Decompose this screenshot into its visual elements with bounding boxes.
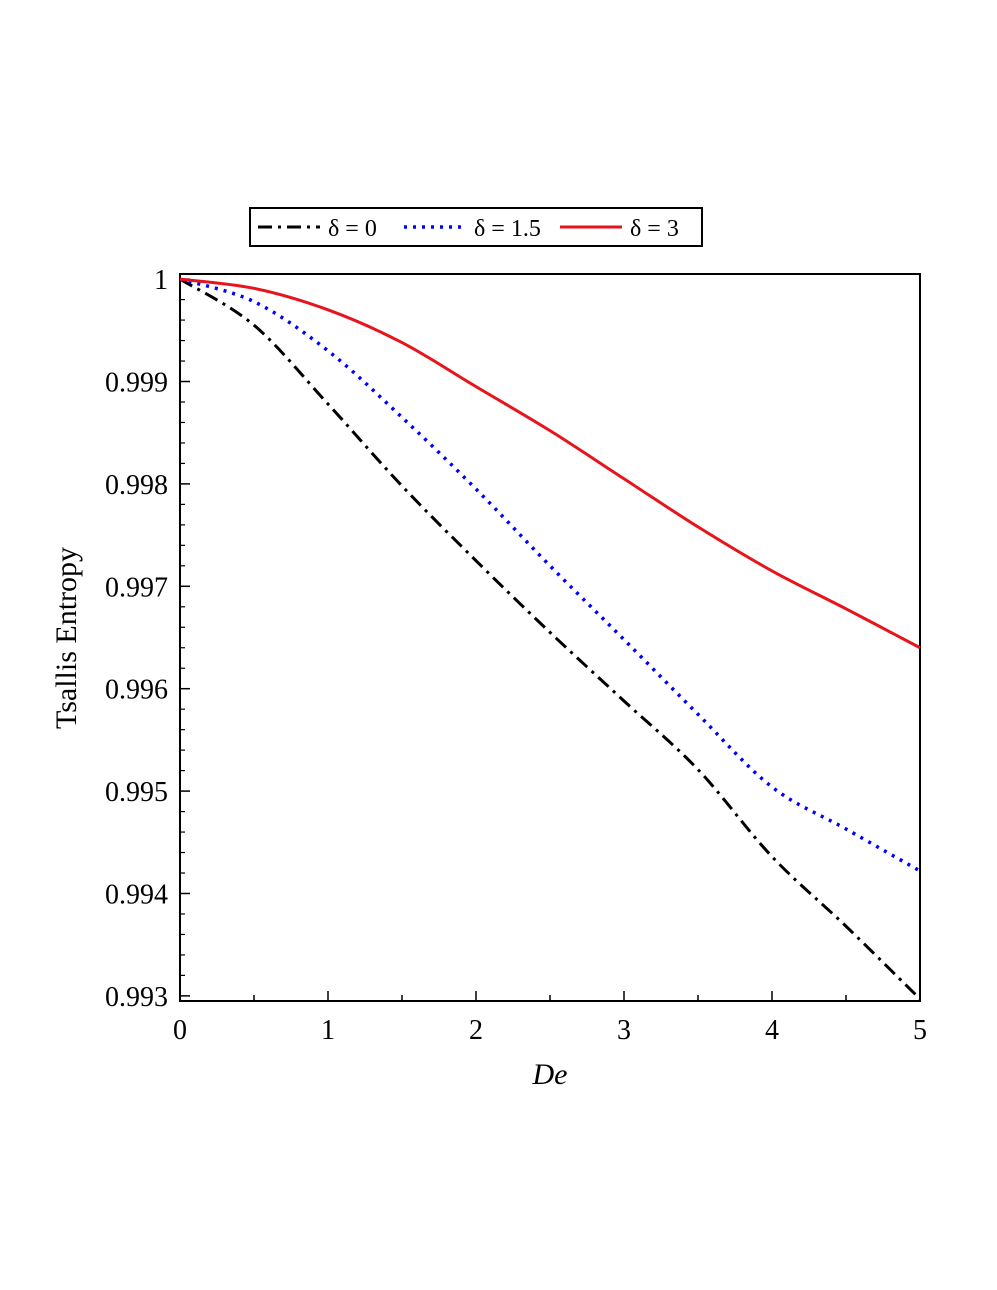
x-tick-label: 4	[765, 1015, 779, 1046]
y-tick-label: 0.996	[105, 675, 168, 706]
y-tick-label: 0.993	[105, 982, 168, 1013]
y-axis-title: Tsallis Entropy	[50, 547, 83, 729]
series-line-1	[179, 277, 921, 873]
x-tick-label: 5	[913, 1015, 927, 1046]
x-tick-label: 2	[469, 1015, 483, 1046]
y-tick-label: 0.995	[105, 777, 168, 808]
y-tick-label: 0.998	[105, 470, 168, 501]
series-line-0	[179, 277, 922, 1001]
x-tick-label: 0	[173, 1015, 187, 1046]
y-tick-label: 0.994	[105, 879, 168, 910]
legend-label-1: δ = 1.5	[474, 216, 541, 242]
legend-label-2: δ = 3	[630, 216, 679, 242]
x-tick-label: 1	[321, 1015, 335, 1046]
legend-box	[249, 207, 703, 247]
legend-label-0: δ = 0	[328, 216, 377, 242]
series-line-2	[179, 277, 921, 650]
y-tick-label: 0.999	[105, 368, 168, 399]
x-tick-label: 3	[617, 1015, 631, 1046]
series-layer	[179, 277, 922, 1001]
legend: δ = 0 δ = 1.5 δ = 3	[249, 207, 703, 247]
y-tick-label: 1	[154, 265, 168, 296]
x-axis-title: De	[532, 1058, 568, 1091]
ticks: 0 1 2 3 4 5 0.993 0.994 0.995 0.996 0.997 0.998 0.99…	[105, 265, 927, 1046]
y-tick-label: 0.997	[105, 572, 168, 603]
